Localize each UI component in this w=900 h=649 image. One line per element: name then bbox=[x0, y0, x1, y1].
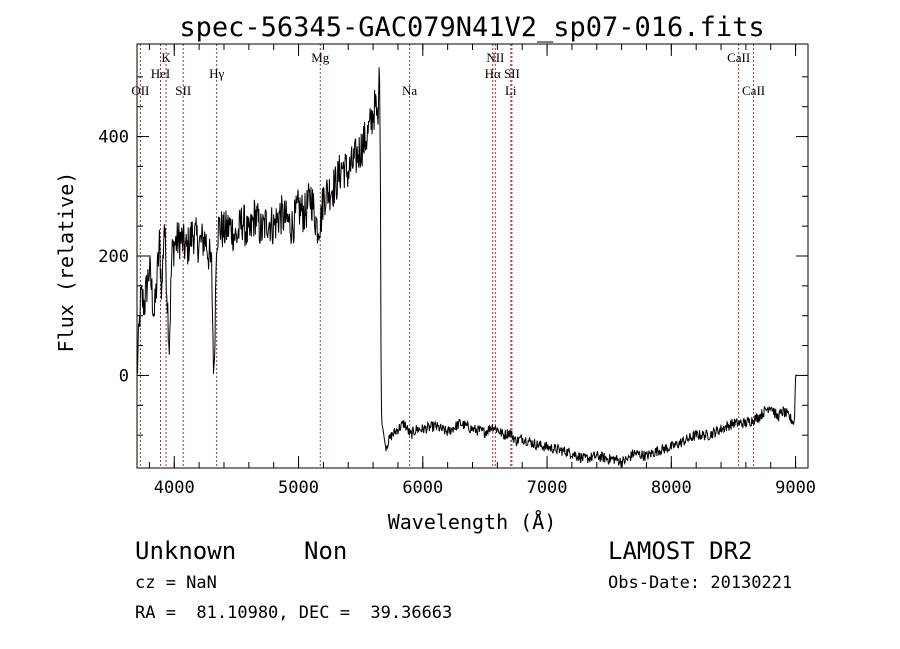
chart-title: spec-56345-GAC079N41V2_sp07-016.fits bbox=[179, 12, 764, 43]
spectral-label-11: CaII bbox=[727, 50, 750, 65]
y-tick-label-1: 200 bbox=[98, 247, 129, 267]
spectral-label-6: Na bbox=[402, 83, 417, 98]
x-axis-label: Wavelength (Å) bbox=[388, 510, 557, 534]
spectral-label-7: NII bbox=[486, 50, 504, 65]
x-tick-label-5: 9000 bbox=[775, 478, 816, 498]
plot-frame bbox=[136, 43, 809, 469]
survey-name: LAMOST DR2 bbox=[608, 537, 753, 565]
object-class: Non bbox=[304, 537, 348, 565]
spectral-label-4: Hγ bbox=[209, 66, 224, 81]
spectral-label-2: HeI bbox=[151, 66, 171, 81]
spectral-label-12: CaII bbox=[742, 83, 765, 98]
x-tick-label-4: 8000 bbox=[651, 478, 692, 498]
spectrum-line-0 bbox=[136, 67, 797, 468]
ra-dec-coordinates: RA = 81.10980, DEC = 39.36663 bbox=[135, 603, 453, 623]
y-tick-label-2: 400 bbox=[98, 128, 129, 148]
spectral-label-5: Mg bbox=[311, 50, 330, 65]
spectral-label-1: K bbox=[161, 50, 171, 65]
spectral-label-9: SII bbox=[504, 66, 520, 81]
spectral-label-10: Li bbox=[505, 83, 517, 98]
spectral-label-8: Hα bbox=[485, 66, 501, 81]
spectral-label-3: SII bbox=[175, 83, 191, 98]
x-tick-label-3: 7000 bbox=[527, 478, 568, 498]
redshift-cz: cz = NaN bbox=[135, 573, 217, 593]
x-tick-label-0: 4000 bbox=[154, 478, 195, 498]
object-name: Unknown bbox=[135, 537, 237, 565]
y-axis-label: Flux (relative) bbox=[54, 172, 78, 353]
x-tick-label-1: 5000 bbox=[278, 478, 319, 498]
x-tick-label-2: 6000 bbox=[402, 478, 443, 498]
y-tick-label-0: 0 bbox=[119, 366, 129, 386]
observation-date: Obs-Date: 20130221 bbox=[608, 573, 793, 593]
plot-axes: 4000 5000 6000 7000 8000 9000 0 200 400 bbox=[98, 43, 816, 498]
spectrum-series bbox=[136, 67, 797, 468]
spectral-label-0: OII bbox=[131, 83, 149, 98]
